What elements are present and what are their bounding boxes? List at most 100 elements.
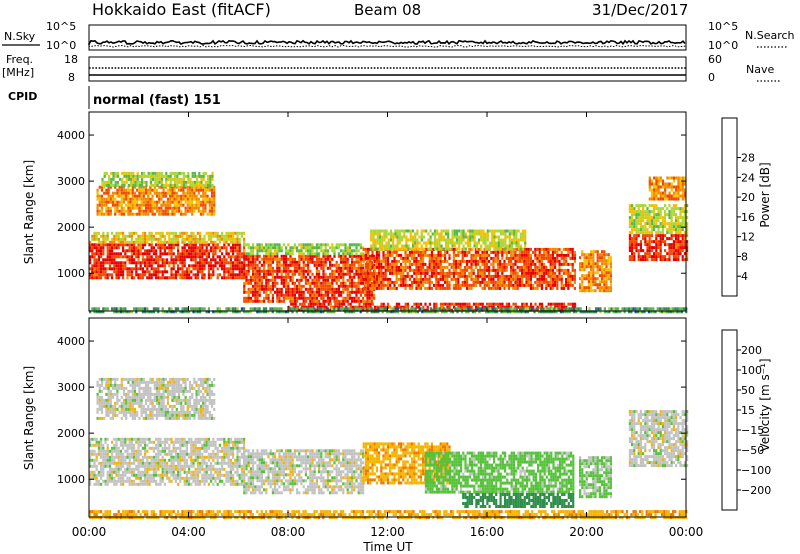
heatmap-cell xyxy=(686,258,689,262)
heatmap-cell xyxy=(265,269,268,273)
heatmap-cell xyxy=(326,275,329,279)
heatmap-cell xyxy=(353,263,356,267)
heatmap-cell xyxy=(278,257,281,261)
heatmap-cell xyxy=(143,180,146,184)
heatmap-cell xyxy=(174,183,177,187)
heatmap-cell xyxy=(670,249,673,253)
heatmap-cell xyxy=(167,177,170,181)
heatmap-cell xyxy=(139,243,142,247)
heatmap-cell xyxy=(157,243,160,247)
heatmap-cell xyxy=(422,305,425,309)
heatmap-cell xyxy=(342,254,345,258)
heatmap-cell xyxy=(125,171,128,175)
heatmap-cell xyxy=(120,200,123,204)
heatmap-cell xyxy=(103,171,106,175)
heatmap-cell xyxy=(213,194,216,198)
heatmap-cell xyxy=(163,276,166,280)
heatmap-cell xyxy=(683,231,686,235)
heatmap-cell xyxy=(402,283,405,287)
heatmap-cell xyxy=(212,246,215,250)
heatmap-cell xyxy=(155,267,158,271)
heatmap-cell xyxy=(480,232,483,236)
heatmap-cell xyxy=(97,255,100,259)
heatmap-cell xyxy=(359,293,362,297)
heatmap-cell xyxy=(628,216,631,220)
heatmap-cell xyxy=(263,266,266,270)
heatmap-cell xyxy=(166,203,170,207)
heatmap-cell xyxy=(440,247,443,251)
heatmap-cell xyxy=(318,254,321,258)
heatmap-cell xyxy=(285,290,288,294)
heatmap-cell xyxy=(302,254,305,258)
heatmap-cell xyxy=(598,265,601,269)
heatmap-cell xyxy=(527,305,530,309)
heatmap-cell xyxy=(383,238,386,242)
heatmap-cell xyxy=(455,302,458,306)
heatmap-cell xyxy=(136,180,139,184)
heatmap-cell xyxy=(267,252,270,256)
heatmap-cell xyxy=(336,305,339,309)
heatmap-cell xyxy=(679,240,682,244)
heatmap-cell xyxy=(307,302,310,306)
heatmap-cell xyxy=(406,259,409,263)
heatmap-cell xyxy=(210,191,214,195)
heatmap-cell xyxy=(408,283,411,287)
heatmap-cell xyxy=(182,197,185,201)
heatmap-cell xyxy=(293,284,296,288)
heatmap-cell xyxy=(201,240,204,244)
heatmap-cell xyxy=(437,280,440,284)
heatmap-cell xyxy=(424,247,427,251)
heatmap-cell xyxy=(378,253,381,257)
heatmap-cell xyxy=(137,307,140,311)
heatmap-cell xyxy=(362,305,365,309)
heatmap-cell xyxy=(474,274,477,278)
heatmap-cell xyxy=(157,255,160,259)
heatmap-cell xyxy=(210,246,213,250)
heatmap-cell xyxy=(163,267,166,271)
heatmap-cell xyxy=(276,243,279,247)
heatmap-cell xyxy=(169,180,172,184)
heatmap-cell xyxy=(322,249,325,253)
heatmap-cell xyxy=(138,209,141,213)
heatmap-cell xyxy=(100,267,103,271)
heatmap-cell xyxy=(396,247,399,251)
heatmap-cell xyxy=(486,235,489,239)
heatmap-cell xyxy=(135,249,138,253)
heatmap-cell xyxy=(234,261,237,265)
heatmap-cell xyxy=(508,302,511,306)
heatmap-cell xyxy=(340,243,343,247)
heatmap-cell xyxy=(184,209,187,213)
heatmap-cell xyxy=(413,277,416,281)
heatmap-cell xyxy=(683,240,686,244)
heatmap-cell xyxy=(384,305,387,309)
heatmap-cell xyxy=(534,286,537,290)
heatmap-cell xyxy=(329,272,332,276)
heatmap-cell xyxy=(670,243,673,247)
heatmap-cell xyxy=(490,256,493,260)
heatmap-cell xyxy=(655,179,658,183)
heatmap-cell xyxy=(221,310,224,314)
heatmap-cell xyxy=(337,243,340,247)
heatmap-cell xyxy=(190,264,193,268)
heatmap-cell xyxy=(236,234,239,238)
heatmap-cell xyxy=(435,271,438,275)
heatmap-cell xyxy=(282,263,285,267)
heatmap-cell xyxy=(149,180,152,184)
heatmap-cell xyxy=(160,191,163,195)
heatmap-cell xyxy=(287,287,290,291)
heatmap-cell xyxy=(494,302,497,306)
heatmap-cell xyxy=(192,246,195,250)
heatmap-cell xyxy=(440,235,443,239)
heatmap-cell xyxy=(534,302,537,306)
heatmap-cell xyxy=(112,183,115,187)
heatmap-cell xyxy=(148,255,151,259)
heatmap-cell xyxy=(89,258,92,262)
heatmap-cell xyxy=(326,254,329,258)
heatmap-cell xyxy=(635,243,638,247)
heatmap-cell xyxy=(655,216,658,220)
heatmap-cell xyxy=(210,240,213,244)
heatmap-cell xyxy=(150,273,153,277)
heatmap-cell xyxy=(100,197,104,201)
heatmap-cell xyxy=(298,260,301,264)
heatmap-cell xyxy=(322,266,325,270)
